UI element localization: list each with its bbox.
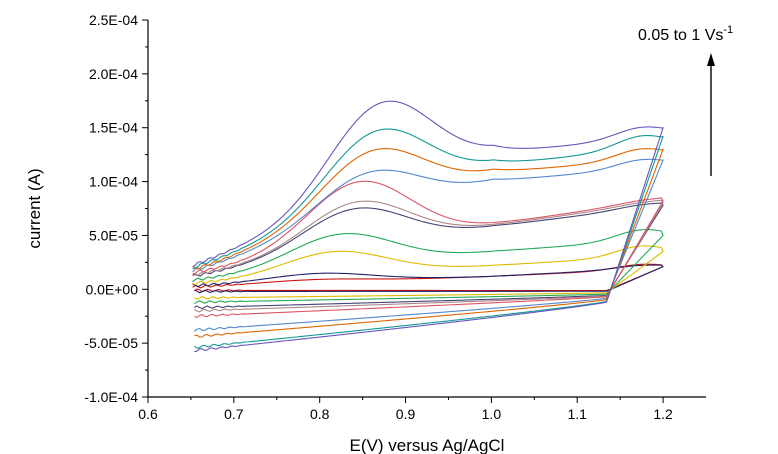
y-tick-label: 2.0E-04 [89, 66, 138, 82]
scan-rate-annotation: 0.05 to 1 Vs-1 [638, 24, 733, 176]
y-tick-label: 1.5E-04 [89, 120, 138, 136]
arrow-head-icon [707, 53, 715, 66]
cv-series-line [192, 128, 664, 349]
cv-series-line [192, 180, 664, 318]
x-tick-label: 0.9 [396, 406, 416, 422]
cv-series-line [192, 264, 664, 294]
scan-rate-label-superscript: -1 [723, 24, 733, 36]
y-axis-title: current (A) [25, 168, 44, 248]
x-axis-ticks: 0.6 0.7 0.8 0.9 1.0 1.1 1.2 [138, 397, 673, 422]
cv-series-line [192, 100, 664, 353]
y-axis-ticks: -1.0E-04 -5.0E-05 0.0E+00 5.0E-05 1.0E-04 1.5… [84, 12, 148, 405]
cv-series-line [192, 148, 664, 338]
x-tick-label: 0.8 [310, 406, 330, 422]
y-tick-label: 2.5E-04 [89, 12, 138, 28]
y-tick-label: 1.0E-04 [89, 174, 138, 190]
x-tick-label: 1.1 [567, 406, 587, 422]
scan-rate-label: 0.05 to 1 Vs-1 [638, 24, 733, 44]
x-tick-label: 1.2 [653, 406, 673, 422]
x-tick-label: 0.6 [138, 406, 158, 422]
y-tick-label: -1.0E-04 [84, 389, 138, 405]
y-tick-label: -5.0E-05 [84, 335, 138, 351]
x-axis-title: E(V) versus Ag/AgCl [350, 436, 505, 454]
x-tick-label: 1.0 [482, 406, 502, 422]
cv-series-line [192, 245, 664, 300]
scan-rate-label-text: 0.05 to 1 Vs [638, 27, 723, 44]
cv-series-line [192, 229, 664, 305]
cv-series-line [192, 158, 664, 332]
x-tick-label: 0.7 [224, 406, 244, 422]
plot-series-group [192, 100, 664, 353]
y-tick-label: 5.0E-05 [89, 227, 138, 243]
y-tick-label: 0.0E+00 [85, 281, 138, 297]
